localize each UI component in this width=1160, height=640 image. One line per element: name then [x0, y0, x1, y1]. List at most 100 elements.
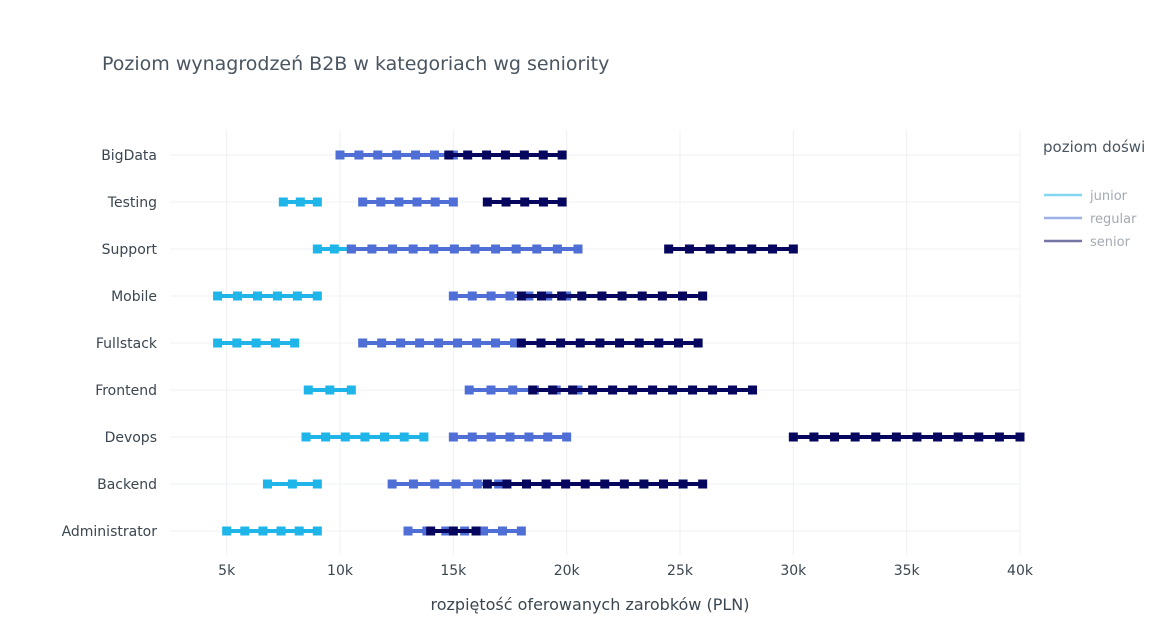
range-marker[interactable] [491, 244, 501, 254]
range-bar-junior[interactable] [222, 526, 322, 536]
range-marker[interactable] [673, 338, 683, 348]
range-marker[interactable] [312, 244, 322, 254]
legend-item-senior[interactable]: senior [1044, 235, 1131, 250]
range-marker[interactable] [577, 291, 587, 301]
range-marker[interactable] [444, 150, 454, 160]
range-marker[interactable] [850, 432, 860, 442]
range-marker[interactable] [562, 432, 572, 442]
range-marker[interactable] [657, 291, 667, 301]
range-marker[interactable] [561, 479, 571, 489]
range-marker[interactable] [809, 432, 819, 442]
range-marker[interactable] [974, 432, 984, 442]
range-marker[interactable] [500, 150, 510, 160]
legend[interactable]: poziom doświ junior regular senior [1043, 138, 1145, 250]
range-marker[interactable] [698, 479, 708, 489]
range-marker[interactable] [933, 432, 943, 442]
range-marker[interactable] [588, 385, 598, 395]
range-marker[interactable] [335, 150, 345, 160]
range-marker[interactable] [595, 338, 605, 348]
range-marker[interactable] [278, 197, 288, 207]
range-marker[interactable] [360, 432, 370, 442]
range-marker[interactable] [557, 291, 567, 301]
range-marker[interactable] [698, 291, 708, 301]
range-bar-regular[interactable] [335, 150, 458, 160]
range-marker[interactable] [448, 526, 458, 536]
range-marker[interactable] [403, 526, 413, 536]
range-marker[interactable] [684, 244, 694, 254]
range-marker[interactable] [408, 244, 418, 254]
range-marker[interactable] [557, 150, 567, 160]
range-marker[interactable] [287, 479, 297, 489]
range-marker[interactable] [536, 291, 546, 301]
range-marker[interactable] [376, 197, 386, 207]
range-bar-junior[interactable] [303, 385, 356, 395]
range-marker[interactable] [502, 479, 512, 489]
range-marker[interactable] [726, 244, 736, 254]
range-marker[interactable] [430, 479, 440, 489]
range-marker[interactable] [426, 526, 436, 536]
range-marker[interactable] [482, 150, 492, 160]
range-marker[interactable] [953, 432, 963, 442]
range-marker[interactable] [668, 385, 678, 395]
range-marker[interactable] [358, 197, 368, 207]
range-bar-senior[interactable] [528, 385, 758, 395]
range-bar-regular[interactable] [358, 197, 458, 207]
range-marker[interactable] [262, 479, 272, 489]
range-marker[interactable] [467, 291, 477, 301]
range-marker[interactable] [520, 197, 530, 207]
range-marker[interactable] [430, 197, 440, 207]
range-marker[interactable] [708, 385, 718, 395]
range-marker[interactable] [891, 432, 901, 442]
range-marker[interactable] [412, 197, 422, 207]
range-marker[interactable] [222, 526, 232, 536]
range-marker[interactable] [453, 338, 463, 348]
range-marker[interactable] [346, 244, 356, 254]
range-marker[interactable] [557, 197, 567, 207]
range-marker[interactable] [617, 291, 627, 301]
range-marker[interactable] [608, 385, 618, 395]
range-marker[interactable] [871, 432, 881, 442]
range-marker[interactable] [511, 244, 521, 254]
range-marker[interactable] [479, 526, 489, 536]
range-marker[interactable] [654, 338, 664, 348]
range-marker[interactable] [508, 385, 518, 395]
range-bar-regular[interactable] [358, 338, 520, 348]
range-marker[interactable] [538, 197, 548, 207]
range-bar-senior[interactable] [426, 526, 481, 536]
range-marker[interactable] [552, 244, 562, 254]
range-marker[interactable] [912, 432, 922, 442]
range-marker[interactable] [482, 197, 492, 207]
range-marker[interactable] [524, 432, 534, 442]
range-marker[interactable] [377, 338, 387, 348]
range-marker[interactable] [580, 479, 590, 489]
range-marker[interactable] [312, 291, 322, 301]
range-bar-junior[interactable] [213, 338, 300, 348]
range-marker[interactable] [388, 244, 398, 254]
range-marker[interactable] [619, 479, 629, 489]
range-bar-junior[interactable] [278, 197, 322, 207]
range-marker[interactable] [486, 385, 496, 395]
range-marker[interactable] [748, 385, 758, 395]
range-marker[interactable] [615, 338, 625, 348]
range-marker[interactable] [678, 291, 688, 301]
range-marker[interactable] [448, 197, 458, 207]
range-marker[interactable] [543, 432, 553, 442]
range-marker[interactable] [303, 385, 313, 395]
range-marker[interactable] [448, 291, 458, 301]
range-marker[interactable] [486, 291, 496, 301]
range-marker[interactable] [346, 385, 356, 395]
range-marker[interactable] [548, 385, 558, 395]
range-marker[interactable] [394, 197, 404, 207]
range-marker[interactable] [788, 432, 798, 442]
range-marker[interactable] [664, 244, 674, 254]
range-marker[interactable] [472, 338, 482, 348]
range-marker[interactable] [463, 150, 473, 160]
range-marker[interactable] [693, 338, 703, 348]
range-marker[interactable] [519, 150, 529, 160]
range-marker[interactable] [429, 244, 439, 254]
range-marker[interactable] [678, 479, 688, 489]
range-marker[interactable] [396, 338, 406, 348]
range-marker[interactable] [497, 526, 507, 536]
range-marker[interactable] [470, 244, 480, 254]
range-marker[interactable] [312, 479, 322, 489]
